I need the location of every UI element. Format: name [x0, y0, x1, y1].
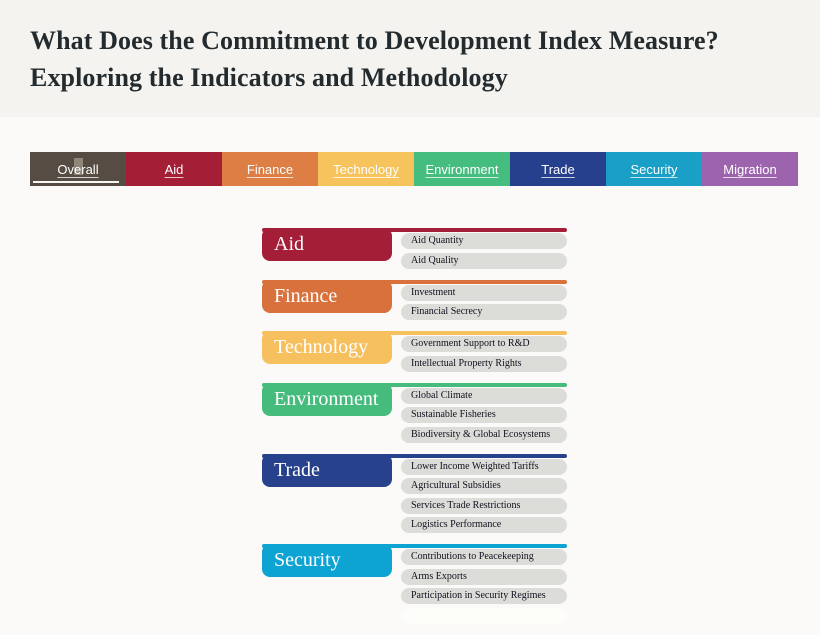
indicator-diagram: Aid Aid Quantity Aid Quality Finance Investm… [262, 228, 567, 635]
tab-label: Environment [425, 161, 499, 177]
tab-label: Security [630, 161, 678, 177]
category-label[interactable]: Trade [262, 453, 392, 487]
category-group-environment: Environment Global Climate Sustainable Fis… [262, 382, 567, 443]
category-bar [262, 279, 567, 284]
page-title: What Does the Commitment to Development … [30, 22, 719, 96]
tab-label: Technology [333, 161, 399, 177]
category-bar [262, 544, 567, 548]
tab-aid[interactable]: Aid [126, 152, 222, 186]
indicator-pill[interactable]: Services Trade Restrictions [401, 497, 567, 514]
tab-finance[interactable]: Finance [222, 152, 318, 186]
category-label[interactable]: Aid [262, 228, 392, 261]
tab-environment[interactable]: Environment [414, 152, 510, 186]
category-label[interactable]: Finance [262, 279, 392, 313]
tab-label: Overall [57, 161, 99, 177]
indicator-pill[interactable]: Investment [401, 284, 567, 301]
indicator-pill[interactable]: Sustainable Fisheries [401, 407, 567, 423]
tab-label: Finance [246, 161, 294, 177]
page-title-line1: What Does the Commitment to Development … [30, 26, 719, 55]
indicator-pill[interactable]: Agricultural Subsidies [401, 478, 567, 494]
category-label[interactable]: Environment [262, 382, 392, 416]
page-title-line2: Exploring the Indicators and Methodology [30, 63, 508, 92]
indicator-pill[interactable]: Aid Quality [401, 252, 567, 269]
category-group-security: Security Contributions to Peacekeeping Arm… [262, 544, 567, 624]
indicator-list: Investment Financial Secrecy [401, 280, 567, 320]
tab-overall[interactable]: Overall [30, 152, 126, 186]
indicator-list: Government Support to R&D Intellectual Pr… [401, 331, 567, 372]
category-label[interactable]: Security [262, 544, 392, 577]
tab-label: Migration [723, 161, 777, 177]
category-group-finance: Finance Investment Financial Secrecy [262, 279, 567, 320]
tab-label: Aid [164, 161, 184, 177]
category-group-aid: Aid Aid Quantity Aid Quality [262, 228, 567, 269]
category-tabs: Overall Aid Finance Technology Environment Tr… [30, 152, 798, 186]
category-group-technology: Technology Government Support to R&D Intel… [262, 331, 567, 372]
indicator-list: Contributions to Peacekeeping Arms Export… [401, 544, 567, 624]
text-cursor-artifact [74, 158, 83, 175]
indicator-pill[interactable]: Financial Secrecy [401, 304, 567, 320]
tab-technology[interactable]: Technology [318, 152, 414, 186]
category-label[interactable]: Technology [262, 331, 392, 364]
tab-migration[interactable]: Migration [702, 152, 798, 186]
indicator-pill[interactable]: Arms Exports [401, 568, 567, 585]
indicator-pill[interactable]: Participation in Security Regimes [401, 588, 567, 604]
indicator-list: Global Climate Sustainable Fisheries Biodi… [401, 383, 567, 443]
indicator-pill[interactable]: Biodiversity & Global Ecosystems [401, 426, 567, 443]
indicator-pill[interactable]: Government Support to R&D [401, 336, 567, 352]
category-bar [262, 228, 567, 232]
indicator-pill[interactable]: Aid Quantity [401, 233, 567, 249]
indicator-pill[interactable]: Intellectual Property Rights [401, 355, 567, 372]
indicator-pill-partial [401, 607, 567, 624]
category-group-trade: Trade Lower Income Weighted Tariffs Agricu… [262, 453, 567, 533]
indicator-list: Lower Income Weighted Tariffs Agricultura… [401, 454, 567, 533]
indicator-list: Aid Quantity Aid Quality [401, 228, 567, 269]
indicator-pill[interactable]: Lower Income Weighted Tariffs [401, 458, 567, 475]
indicator-pill[interactable]: Global Climate [401, 387, 567, 404]
active-tab-indicator [33, 181, 119, 183]
category-bar [262, 382, 567, 387]
tab-trade[interactable]: Trade [510, 152, 606, 186]
category-bar [262, 331, 567, 335]
category-bar [262, 453, 567, 458]
tab-security[interactable]: Security [606, 152, 702, 186]
tab-label: Trade [541, 161, 575, 177]
indicator-pill[interactable]: Contributions to Peacekeeping [401, 549, 567, 565]
indicator-pill[interactable]: Logistics Performance [401, 517, 567, 533]
page-header: What Does the Commitment to Development … [0, 0, 820, 117]
